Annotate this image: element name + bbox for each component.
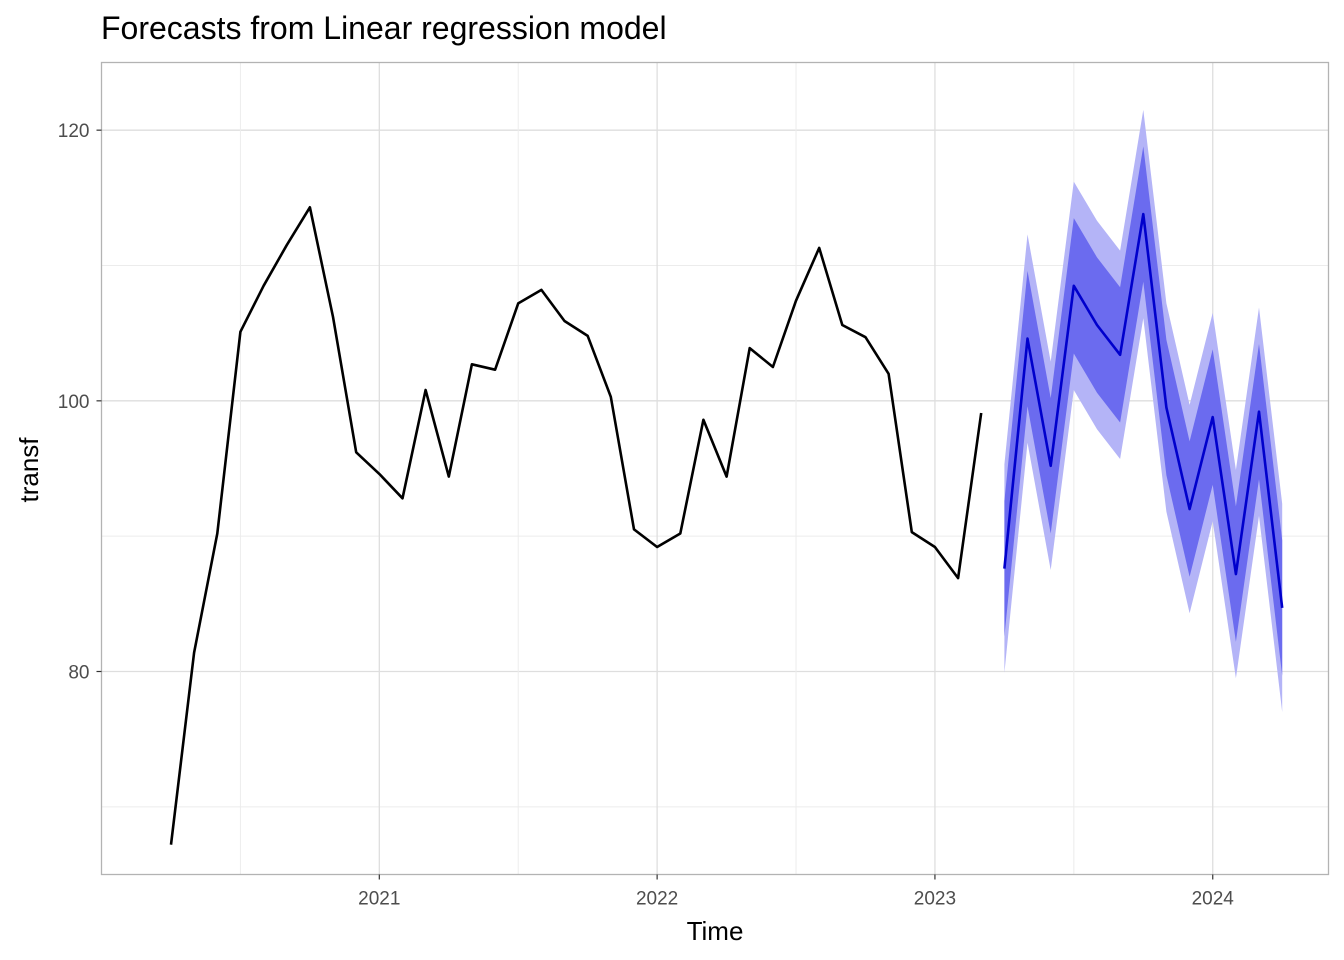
- x-tick-label: 2024: [1192, 889, 1235, 910]
- pi80-band: [1004, 146, 1283, 676]
- x-tick-label: 2022: [636, 889, 678, 910]
- prediction-intervals: [1004, 109, 1283, 713]
- data-lines: [169, 206, 1284, 845]
- y-axis-title: transf: [14, 437, 44, 503]
- x-axis-title: Time: [687, 916, 744, 946]
- y-tick-label: 80: [68, 663, 89, 684]
- chart-title: Forecasts from Linear regression model: [101, 10, 667, 46]
- y-tick-label: 120: [58, 121, 90, 142]
- panel-border: [100, 61, 1330, 876]
- x-tick-label: 2021: [358, 889, 400, 910]
- y-axis: 80 100 120: [58, 121, 102, 684]
- x-axis: 2021 2022 2023 2024: [358, 874, 1235, 910]
- x-tick-label: 2023: [914, 889, 956, 910]
- observed-line: [169, 206, 983, 845]
- y-tick-label: 100: [58, 392, 90, 413]
- forecast-line: [1003, 212, 1284, 609]
